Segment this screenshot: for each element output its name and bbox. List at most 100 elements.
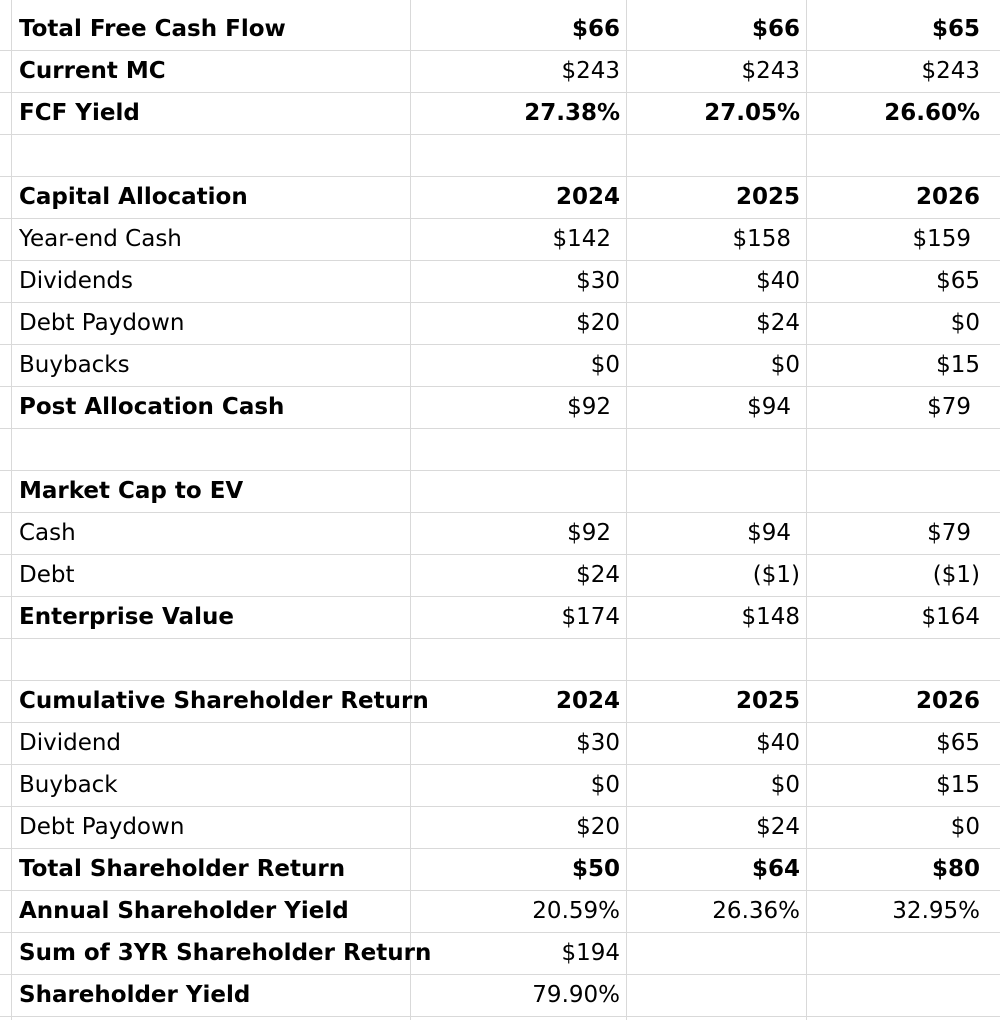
value-cell-col-1[interactable]: $92 (567, 520, 611, 546)
row-label-cell[interactable]: Total Shareholder Return (19, 856, 346, 882)
value-cell-col-1[interactable]: $174 (561, 604, 620, 630)
value-cell-col-3[interactable]: $159 (912, 226, 971, 252)
column-border-b (410, 0, 411, 1020)
value-cell-col-2[interactable]: $66 (751, 16, 800, 42)
value-cell-col-1[interactable]: $0 (590, 772, 620, 798)
value-cell-col-2[interactable] (628, 639, 800, 680)
value-cell-col-1[interactable] (412, 135, 620, 176)
value-cell-col-2[interactable]: 26.36% (712, 898, 800, 924)
value-cell-col-1[interactable]: 2024 (555, 688, 620, 714)
value-cell-col-3[interactable]: $164 (921, 604, 980, 630)
row-label-cell[interactable]: Total Free Cash Flow (19, 16, 286, 42)
row-label-cell[interactable]: Buybacks (19, 352, 130, 378)
value-cell-col-1[interactable]: 79.90% (532, 982, 620, 1008)
row-label-cell[interactable]: Dividends (19, 268, 134, 294)
table-row: Total Free Cash Flow $66 $66 $65 (0, 9, 1000, 51)
row-label-cell[interactable]: Cash (19, 520, 76, 546)
table-row: Shareholder Yield 79.90% (0, 975, 1000, 1017)
value-cell-col-3[interactable]: $15 (936, 772, 980, 798)
row-label-cell[interactable]: Year-end Cash (19, 226, 182, 252)
value-cell-col-2[interactable]: 2025 (735, 688, 800, 714)
value-cell-col-3[interactable]: $65 (936, 730, 980, 756)
value-cell-col-3[interactable]: $65 (931, 16, 980, 42)
value-cell-col-2[interactable] (628, 429, 800, 470)
value-cell-col-3[interactable]: $243 (921, 58, 980, 84)
value-cell-col-1[interactable]: $30 (576, 730, 620, 756)
value-cell-col-2[interactable]: $94 (747, 520, 791, 546)
value-cell-col-2[interactable]: $24 (756, 310, 800, 336)
value-cell-col-1[interactable] (412, 429, 620, 470)
value-cell-col-1[interactable]: $194 (561, 940, 620, 966)
value-cell-col-2[interactable] (628, 933, 800, 974)
row-label-cell[interactable] (19, 135, 409, 176)
value-cell-col-1[interactable] (412, 471, 620, 512)
value-cell-col-2[interactable]: $24 (756, 814, 800, 840)
value-cell-col-1[interactable]: 2024 (555, 184, 620, 210)
value-cell-col-2[interactable]: $243 (741, 58, 800, 84)
value-cell-col-3[interactable]: $80 (931, 856, 980, 882)
value-cell-col-1[interactable]: $24 (576, 562, 620, 588)
value-cell-col-3[interactable]: ($1) (932, 562, 980, 588)
value-cell-col-2[interactable]: ($1) (752, 562, 800, 588)
value-cell-col-2[interactable]: $0 (770, 352, 800, 378)
value-cell-col-3[interactable]: 26.60% (884, 100, 980, 126)
value-cell-col-2[interactable]: $40 (756, 730, 800, 756)
value-cell-col-2[interactable]: 27.05% (704, 100, 800, 126)
value-cell-col-3[interactable] (808, 639, 980, 680)
value-cell-col-2[interactable]: $158 (732, 226, 791, 252)
row-label-cell[interactable]: Dividend (19, 730, 122, 756)
row-label-cell[interactable]: Buyback (19, 772, 118, 798)
value-cell-col-1[interactable]: 20.59% (532, 898, 620, 924)
value-cell-col-3[interactable]: $65 (936, 268, 980, 294)
value-cell-col-3[interactable] (808, 429, 980, 470)
value-cell-col-3[interactable]: 2026 (915, 688, 980, 714)
value-cell-col-3[interactable]: $0 (950, 814, 980, 840)
row-label-cell[interactable]: Shareholder Yield (19, 982, 251, 1008)
row-label-cell[interactable]: Annual Shareholder Yield (19, 898, 349, 924)
value-cell-col-1[interactable]: $50 (571, 856, 620, 882)
value-cell-col-3[interactable]: 2026 (915, 184, 980, 210)
row-label-cell[interactable]: Current MC (19, 58, 166, 84)
value-cell-col-2[interactable] (628, 135, 800, 176)
row-label-cell[interactable] (19, 639, 409, 680)
value-cell-col-2[interactable]: $0 (770, 772, 800, 798)
value-cell-col-2[interactable]: $148 (741, 604, 800, 630)
value-cell-col-3[interactable]: $0 (950, 310, 980, 336)
value-cell-col-2[interactable] (628, 471, 800, 512)
row-label-cell[interactable]: Capital Allocation (19, 184, 248, 210)
value-cell-col-2[interactable]: $94 (747, 394, 791, 420)
row-label-cell[interactable] (19, 429, 409, 470)
value-cell-col-3[interactable] (808, 975, 980, 1016)
row-label-cell[interactable]: Debt (19, 562, 75, 588)
value-cell-col-1[interactable]: $30 (576, 268, 620, 294)
value-cell-col-1[interactable]: $243 (561, 58, 620, 84)
value-cell-col-1[interactable]: $20 (576, 310, 620, 336)
value-cell-col-2[interactable]: 2025 (735, 184, 800, 210)
value-cell-col-1[interactable] (412, 639, 620, 680)
value-cell-col-1[interactable]: $142 (552, 226, 611, 252)
row-label-cell[interactable]: Enterprise Value (19, 604, 234, 630)
row-label-cell[interactable]: Debt Paydown (19, 310, 185, 336)
value-cell-col-2[interactable]: $40 (756, 268, 800, 294)
table-row: Post Allocation Cash $92 $94 $79 (0, 387, 1000, 429)
value-cell-col-3[interactable] (808, 135, 980, 176)
row-label-cell[interactable]: FCF Yield (19, 100, 140, 126)
value-cell-col-1[interactable]: $66 (571, 16, 620, 42)
row-label-cell[interactable]: Debt Paydown (19, 814, 185, 840)
value-cell-col-3[interactable]: $79 (927, 520, 971, 546)
value-cell-col-1[interactable]: 27.38% (524, 100, 620, 126)
value-cell-col-1[interactable]: $92 (567, 394, 611, 420)
value-cell-col-3[interactable] (808, 933, 980, 974)
value-cell-col-2[interactable]: $64 (751, 856, 800, 882)
value-cell-col-2[interactable] (628, 975, 800, 1016)
row-label-cell[interactable]: Post Allocation Cash (19, 394, 285, 420)
value-cell-col-1[interactable]: $20 (576, 814, 620, 840)
value-cell-col-3[interactable]: $79 (927, 394, 971, 420)
value-cell-col-1[interactable]: $0 (590, 352, 620, 378)
row-label-cell[interactable]: Cumulative Shareholder Return (19, 688, 429, 714)
row-label-cell[interactable]: Market Cap to EV (19, 478, 244, 504)
value-cell-col-3[interactable]: $15 (936, 352, 980, 378)
row-label-cell[interactable]: Sum of 3YR Shareholder Return (19, 940, 432, 966)
value-cell-col-3[interactable] (808, 471, 980, 512)
value-cell-col-3[interactable]: 32.95% (892, 898, 980, 924)
